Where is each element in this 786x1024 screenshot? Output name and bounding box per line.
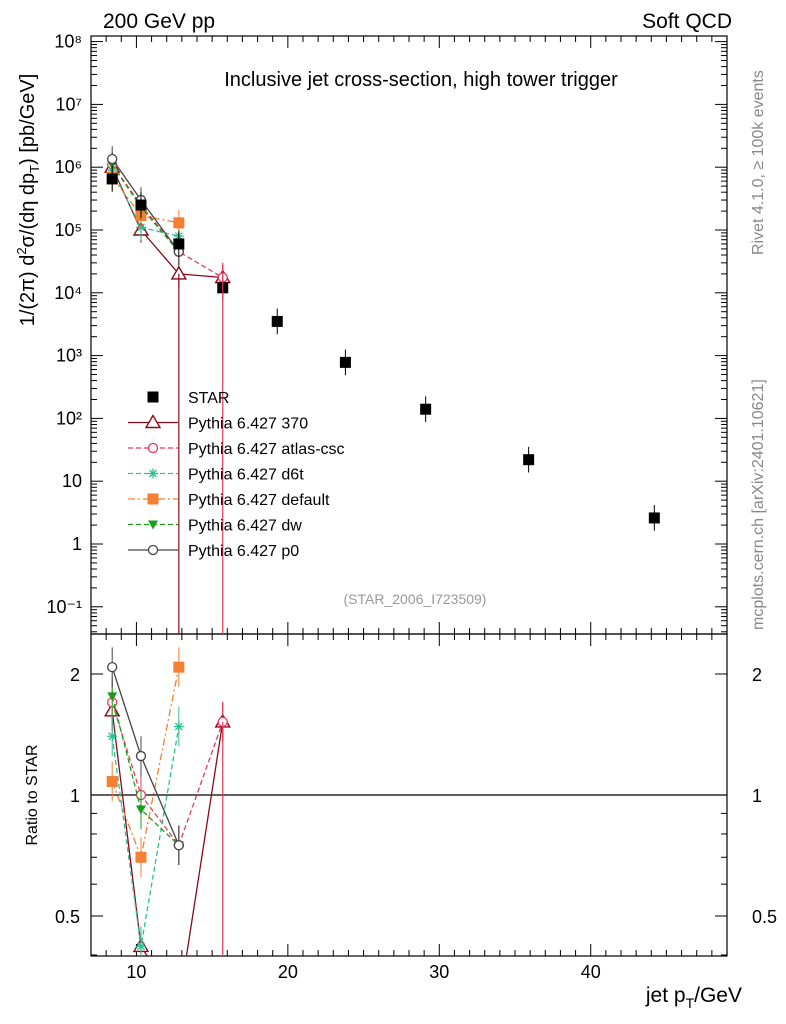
ratio-line [111,710,224,956]
y-tick-label: 10⁻¹ [46,597,82,617]
legend-label: Pythia 6.427 p0 [188,543,299,560]
main-data-layer [103,146,660,634]
data-point [173,238,185,250]
ratio-point [135,851,147,863]
legend-marker [147,493,159,505]
legend-label: Pythia 6.427 d6t [188,467,304,484]
legend-entry: Pythia 6.427 p0 [128,543,299,560]
data-point [523,454,535,466]
ratio-data-layer [103,647,231,1010]
y-tick-label: 10⁸ [54,32,82,52]
legend-label: Pythia 6.427 dw [188,518,302,535]
series-line [111,166,223,279]
legend-entry: Pythia 6.427 d6t [128,467,304,484]
ratio-point [107,731,118,742]
ratio-point [173,721,184,732]
y-tick-label: 1 [72,534,82,554]
legend-entry: Pythia 6.427 atlas-csc [128,441,345,458]
y-tick-label: 10³ [56,346,82,366]
ratio-point [135,750,147,762]
star-stroke [149,469,157,478]
legend-label: STAR [188,390,229,407]
ratio-point [173,661,185,673]
legend-label: Pythia 6.427 atlas-csc [188,441,345,458]
ratio-series-pythia-6-427-p0 [107,647,184,866]
ratio-point [173,840,184,851]
legend-entry: Pythia 6.427 dw [128,518,302,535]
ratio-y-tick-label-right: 2 [752,665,762,685]
chart-title: Inclusive jet cross-section, high tower … [224,69,618,91]
legend-marker [148,468,158,479]
legend-entry: STAR [147,390,229,407]
main-y-axis-label: 1/(2π) d2σ/(dη dpT) [pb/GeV] [14,74,42,327]
ratio-y-tick-label: 1 [70,786,80,806]
ratio-series-pythia-6-427-dw [107,676,184,866]
x-tick-label: 30 [429,962,449,982]
y-tick-label: 10² [56,408,82,428]
x-tick-label: 20 [278,962,298,982]
x-tick-label: 10 [126,962,146,982]
mcplots-label: mcplots.cern.ch [arXiv:2401.10621] [750,379,767,630]
star-stroke [108,732,117,741]
ratio-series-pythia-6-427-default [106,647,185,878]
ratio-y-axis-label: Ratio to STAR [24,744,41,845]
legend-marker [148,520,158,530]
legend: STAR Pythia 6.427 370 Pythia 6.427 atlas-c… [128,390,345,560]
ratio-point [172,998,186,1010]
legend-label: Pythia 6.427 370 [188,416,308,433]
axis-ticks: 10 20 30 40 10⁻¹ 1 10 10² 10³ 10⁴ 10⁵ 10⁶ 10⁷ 10⁸ 0.5 0… [46,32,777,982]
ratio-point [135,805,146,815]
y-tick-label: 10⁶ [55,157,82,177]
y-tick-label: 10⁴ [54,283,82,303]
y-tick-label: 10⁵ [55,220,82,240]
data-point [339,356,351,368]
energy-label: 200 GeV pp [103,10,215,33]
ratio-line [111,667,180,860]
legend-entry: Pythia 6.427 370 [128,414,308,433]
x-tick-label: 40 [581,962,601,982]
legend-marker [147,442,159,454]
data-point [173,217,185,229]
x-axis-label: jet pT/GeV [645,984,742,1011]
ratio-point [135,941,146,952]
ratio-line [111,702,224,847]
star-stroke [137,942,145,951]
ratio-y-tick-label: 0.5 [55,907,80,927]
legend-marker [144,414,162,429]
star-stroke [174,722,183,731]
ratio-point [106,776,118,788]
data-point [106,173,118,185]
y-tick-label: 10 [62,471,82,491]
ratio-point [107,662,118,673]
ratio-point [107,692,118,702]
data-point [420,403,432,415]
legend-marker [147,544,159,556]
y-tick-label: 10⁷ [55,94,82,114]
series-star [106,166,660,531]
analysis-label: (STAR_2006_I723509) [344,591,487,607]
data-point [648,512,660,524]
ratio-y-tick-label-right: 1 [752,786,762,806]
data-point [271,315,283,327]
process-label: Soft QCD [642,10,732,33]
legend-marker [147,391,159,403]
rivet-version-label: Rivet 4.1.0, ≥ 100k events [750,70,767,255]
legend-entry: Pythia 6.427 default [128,492,330,509]
ratio-series-pythia-6-427-d6t [107,706,184,956]
ratio-y-tick-label-right: 0.5 [752,907,777,927]
ratio-y-tick-label: 2 [70,665,80,685]
data-point [107,153,118,165]
data-point [135,199,147,211]
main-panel-frame [90,35,728,635]
legend-label: Pythia 6.427 default [188,492,330,509]
